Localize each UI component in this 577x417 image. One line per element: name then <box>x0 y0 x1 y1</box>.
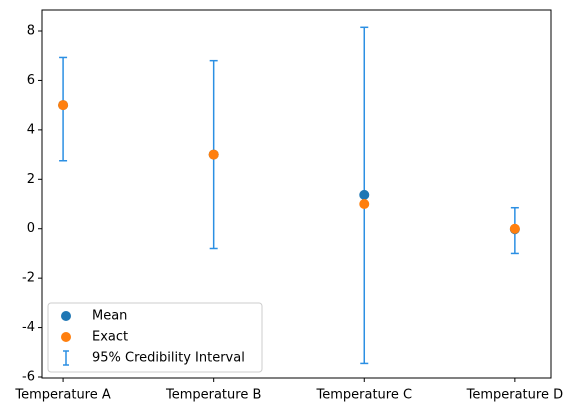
legend-label: 95% Credibility Interval <box>92 351 245 366</box>
legend-icon <box>61 332 71 342</box>
legend-box <box>47 302 263 373</box>
y-tick-label: -6 <box>22 370 35 385</box>
y-tick-label: 0 <box>27 221 35 236</box>
point <box>58 100 69 111</box>
x-tick-label: Temperature D <box>466 388 564 403</box>
y-tick-label: 2 <box>27 172 35 187</box>
x-tick-label: Temperature C <box>315 388 412 403</box>
y-tick-label: 6 <box>27 73 35 88</box>
y-tick-label: 8 <box>27 24 35 39</box>
plot-frame <box>41 9 552 379</box>
y-tick-label: 4 <box>27 122 35 137</box>
point <box>359 199 370 210</box>
point <box>208 149 219 160</box>
y-tick-label: -4 <box>22 320 35 335</box>
legend-label: Mean <box>92 309 127 324</box>
x-tick-label: Temperature B <box>165 388 261 403</box>
point <box>359 189 370 200</box>
x-tick-label: Temperature A <box>14 388 110 403</box>
point <box>509 223 520 234</box>
y-tick-label: -2 <box>22 271 35 286</box>
legend-icon <box>61 311 71 321</box>
legend-label: Exact <box>92 330 128 345</box>
